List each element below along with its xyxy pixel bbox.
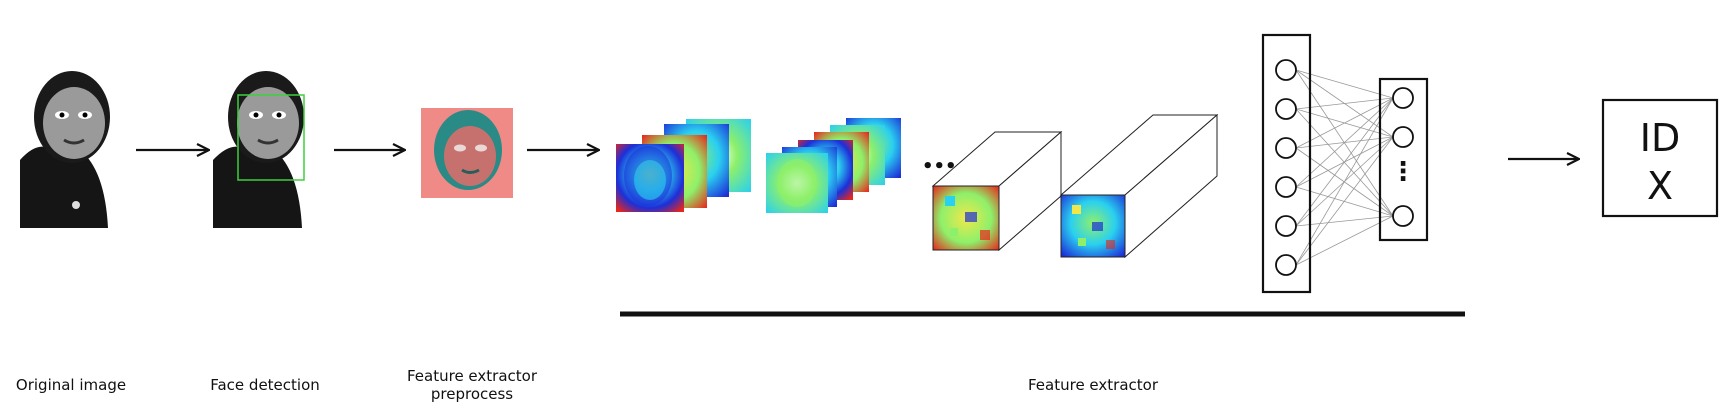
fc-link — [1295, 69, 1394, 99]
identity-output: ID X — [1601, 98, 1719, 218]
conv-volume-1 — [931, 130, 1063, 252]
fc-link — [1295, 97, 1394, 110]
caption-feature-extractor: Feature extractor — [1027, 376, 1158, 394]
input-node — [1275, 59, 1297, 81]
fc-link — [1295, 97, 1394, 149]
caption-original-image: Original image — [15, 376, 127, 394]
caption-preprocess-line2: preprocess — [430, 385, 514, 403]
id-box — [1601, 98, 1719, 218]
output-layer-box — [1378, 77, 1429, 242]
conv-volume-2 — [1059, 113, 1219, 259]
id-label: ID — [1640, 116, 1680, 160]
caption-preprocess: Feature extractor preprocess — [392, 367, 552, 403]
caption-preprocess-line1: Feature extractor — [406, 367, 537, 385]
input-node — [1275, 254, 1297, 276]
output-node — [1392, 126, 1414, 148]
input-node — [1275, 215, 1297, 237]
output-node — [1392, 87, 1414, 109]
fc-link — [1295, 215, 1394, 266]
output-node-ellipsis: ⋮ — [1390, 157, 1416, 187]
feature-map-stack-1 — [616, 119, 751, 212]
input-node — [1275, 176, 1297, 198]
fc-link — [1295, 97, 1394, 266]
caption-face-detection: Face detection — [210, 376, 320, 394]
input-node — [1275, 98, 1297, 120]
fc-link — [1295, 215, 1394, 227]
feature-map-stack-2 — [766, 118, 901, 213]
output-node — [1392, 205, 1414, 227]
fc-link — [1295, 97, 1394, 188]
preprocessed-face — [421, 108, 513, 198]
detection-box — [237, 94, 305, 181]
face-detection-image — [213, 71, 305, 228]
id-value: X — [1647, 164, 1673, 208]
fully-connected-network: ⋮ — [1261, 33, 1429, 294]
conv-ellipsis: ••• — [922, 156, 957, 177]
fc-link — [1295, 97, 1394, 227]
input-layer-box — [1261, 33, 1312, 294]
fc-link — [1295, 136, 1394, 266]
input-node — [1275, 137, 1297, 159]
original-image — [20, 71, 110, 228]
